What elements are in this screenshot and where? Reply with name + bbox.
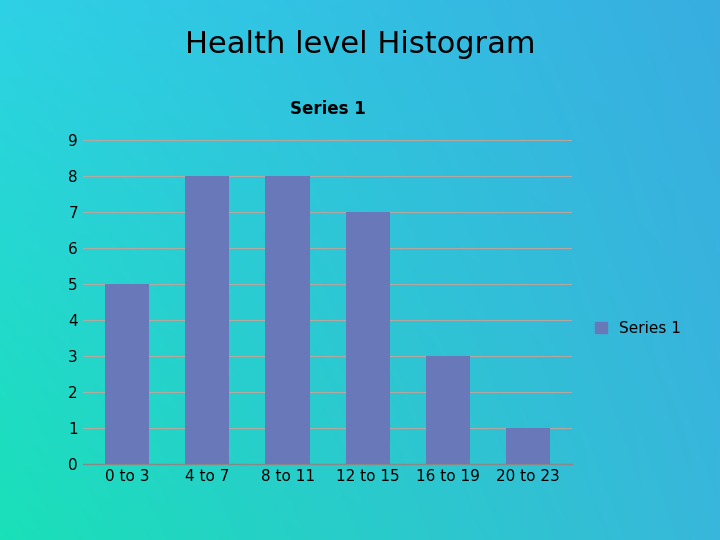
Text: Health level Histogram: Health level Histogram xyxy=(185,30,535,59)
Bar xyxy=(506,428,550,464)
Legend: Series 1: Series 1 xyxy=(595,321,681,336)
Bar xyxy=(346,212,390,464)
Bar xyxy=(426,356,470,464)
Bar xyxy=(105,285,149,464)
Text: Series 1: Series 1 xyxy=(289,100,366,118)
Bar xyxy=(185,177,230,464)
Bar xyxy=(266,177,310,464)
